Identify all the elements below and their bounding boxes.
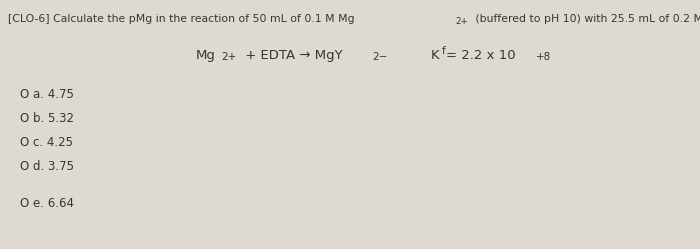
Text: f: f xyxy=(442,46,445,56)
Text: + EDTA → MgY: + EDTA → MgY xyxy=(241,49,343,62)
Text: K: K xyxy=(430,49,439,62)
Text: O d. 3.75: O d. 3.75 xyxy=(20,160,74,173)
Text: Mg: Mg xyxy=(196,49,216,62)
Text: 2+: 2+ xyxy=(455,17,468,26)
Text: [CLO-6] Calculate the pMg in the reaction of 50 mL of 0.1 M Mg: [CLO-6] Calculate the pMg in the reactio… xyxy=(8,14,355,24)
Text: O c. 4.25: O c. 4.25 xyxy=(20,136,73,149)
Text: 2−: 2− xyxy=(372,52,388,62)
Text: 2+: 2+ xyxy=(222,52,237,62)
Text: f: f xyxy=(442,46,445,56)
Text: +8: +8 xyxy=(536,52,552,62)
Text: O a. 4.75: O a. 4.75 xyxy=(20,88,74,101)
Text: = 2.2 x 10: = 2.2 x 10 xyxy=(447,49,516,62)
Text: 2+: 2+ xyxy=(455,17,468,26)
Text: 2+: 2+ xyxy=(222,52,237,62)
Text: 2−: 2− xyxy=(372,52,388,62)
Text: O b. 5.32: O b. 5.32 xyxy=(20,112,74,125)
Text: O e. 6.64: O e. 6.64 xyxy=(20,197,74,210)
Text: (buffered to pH 10) with 25.5 mL of 0.2 M EDTA: (buffered to pH 10) with 25.5 mL of 0.2 … xyxy=(472,14,700,24)
